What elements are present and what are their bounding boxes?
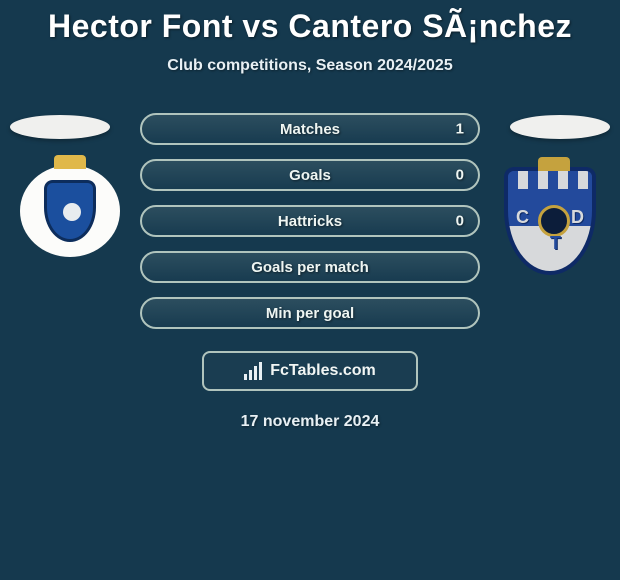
comparison-area: C T D Matches 1 Goals 0 Hattricks 0 Goal… xyxy=(0,113,620,343)
player-photo-left xyxy=(10,115,110,139)
stat-label: Goals xyxy=(142,167,478,184)
stat-label: Goals per match xyxy=(142,259,478,276)
stat-row: Hattricks 0 xyxy=(140,205,480,237)
stat-label: Hattricks xyxy=(142,213,478,230)
stat-label: Min per goal xyxy=(142,305,478,322)
stat-value-right: 0 xyxy=(456,167,464,184)
generated-date: 17 november 2024 xyxy=(0,413,620,431)
club-crest-right: C T D xyxy=(500,163,600,279)
site-badge[interactable]: FcTables.com xyxy=(202,351,418,391)
crest-letter: C xyxy=(516,207,529,228)
stat-rows: Matches 1 Goals 0 Hattricks 0 Goals per … xyxy=(140,113,480,343)
page-title: Hector Font vs Cantero SÃ¡nchez xyxy=(0,0,620,45)
player-photo-right xyxy=(510,115,610,139)
crown-icon xyxy=(54,155,86,169)
crest-letter: D xyxy=(571,207,584,228)
site-name: FcTables.com xyxy=(270,362,376,380)
shield-icon: C T D xyxy=(504,167,596,275)
shield-icon xyxy=(44,180,96,242)
stat-value-right: 1 xyxy=(456,121,464,138)
club-crest-left xyxy=(20,165,120,257)
page-subtitle: Club competitions, Season 2024/2025 xyxy=(0,57,620,75)
stat-row: Goals 0 xyxy=(140,159,480,191)
stat-row: Min per goal xyxy=(140,297,480,329)
stat-row: Matches 1 xyxy=(140,113,480,145)
stat-label: Matches xyxy=(142,121,478,138)
stat-row: Goals per match xyxy=(140,251,480,283)
crown-icon xyxy=(538,157,570,171)
crest-letter: T xyxy=(550,233,561,254)
stat-value-right: 0 xyxy=(456,213,464,230)
bars-icon xyxy=(244,362,262,380)
